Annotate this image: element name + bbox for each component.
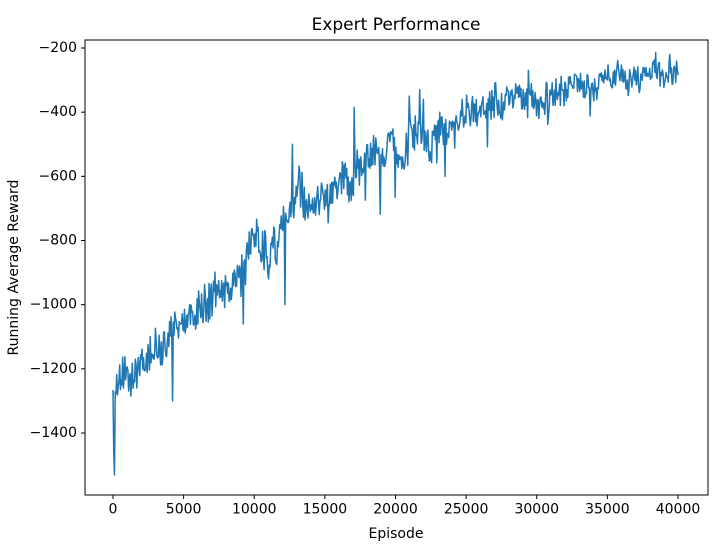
axes-spines (84, 39, 709, 496)
x-tick-label: 15000 (303, 502, 348, 518)
y-tick-label: −1200 (30, 361, 77, 377)
x-tick-label: 30000 (514, 502, 559, 518)
x-tick-label: 40000 (656, 502, 701, 518)
y-tick-label: −200 (39, 40, 77, 56)
y-tick-label: −800 (39, 233, 77, 249)
x-tick-label: 35000 (585, 502, 630, 518)
x-tick-label: 5000 (166, 502, 202, 518)
y-axis-label: Running Average Reward (6, 180, 22, 356)
y-axis-ticks: −200 −400 −600 −800 −1000 −1200 −1400 (30, 40, 85, 441)
plot-area (85, 40, 708, 495)
x-axis-label: Episode (369, 526, 424, 542)
x-tick-label: 10000 (232, 502, 277, 518)
y-tick-label: −400 (39, 104, 77, 120)
y-tick-label: −1000 (30, 297, 77, 313)
chart-title: Expert Performance (312, 15, 481, 35)
x-axis-ticks: 0 5000 10000 15000 20000 25000 30000 35000 40000 (109, 495, 701, 518)
x-tick-label: 0 (109, 502, 118, 518)
reward-line-series (112, 51, 679, 476)
x-tick-label: 25000 (444, 502, 489, 518)
x-tick-label: 20000 (373, 502, 418, 518)
y-tick-label: −600 (39, 168, 77, 184)
y-tick-label: −1400 (30, 425, 77, 441)
